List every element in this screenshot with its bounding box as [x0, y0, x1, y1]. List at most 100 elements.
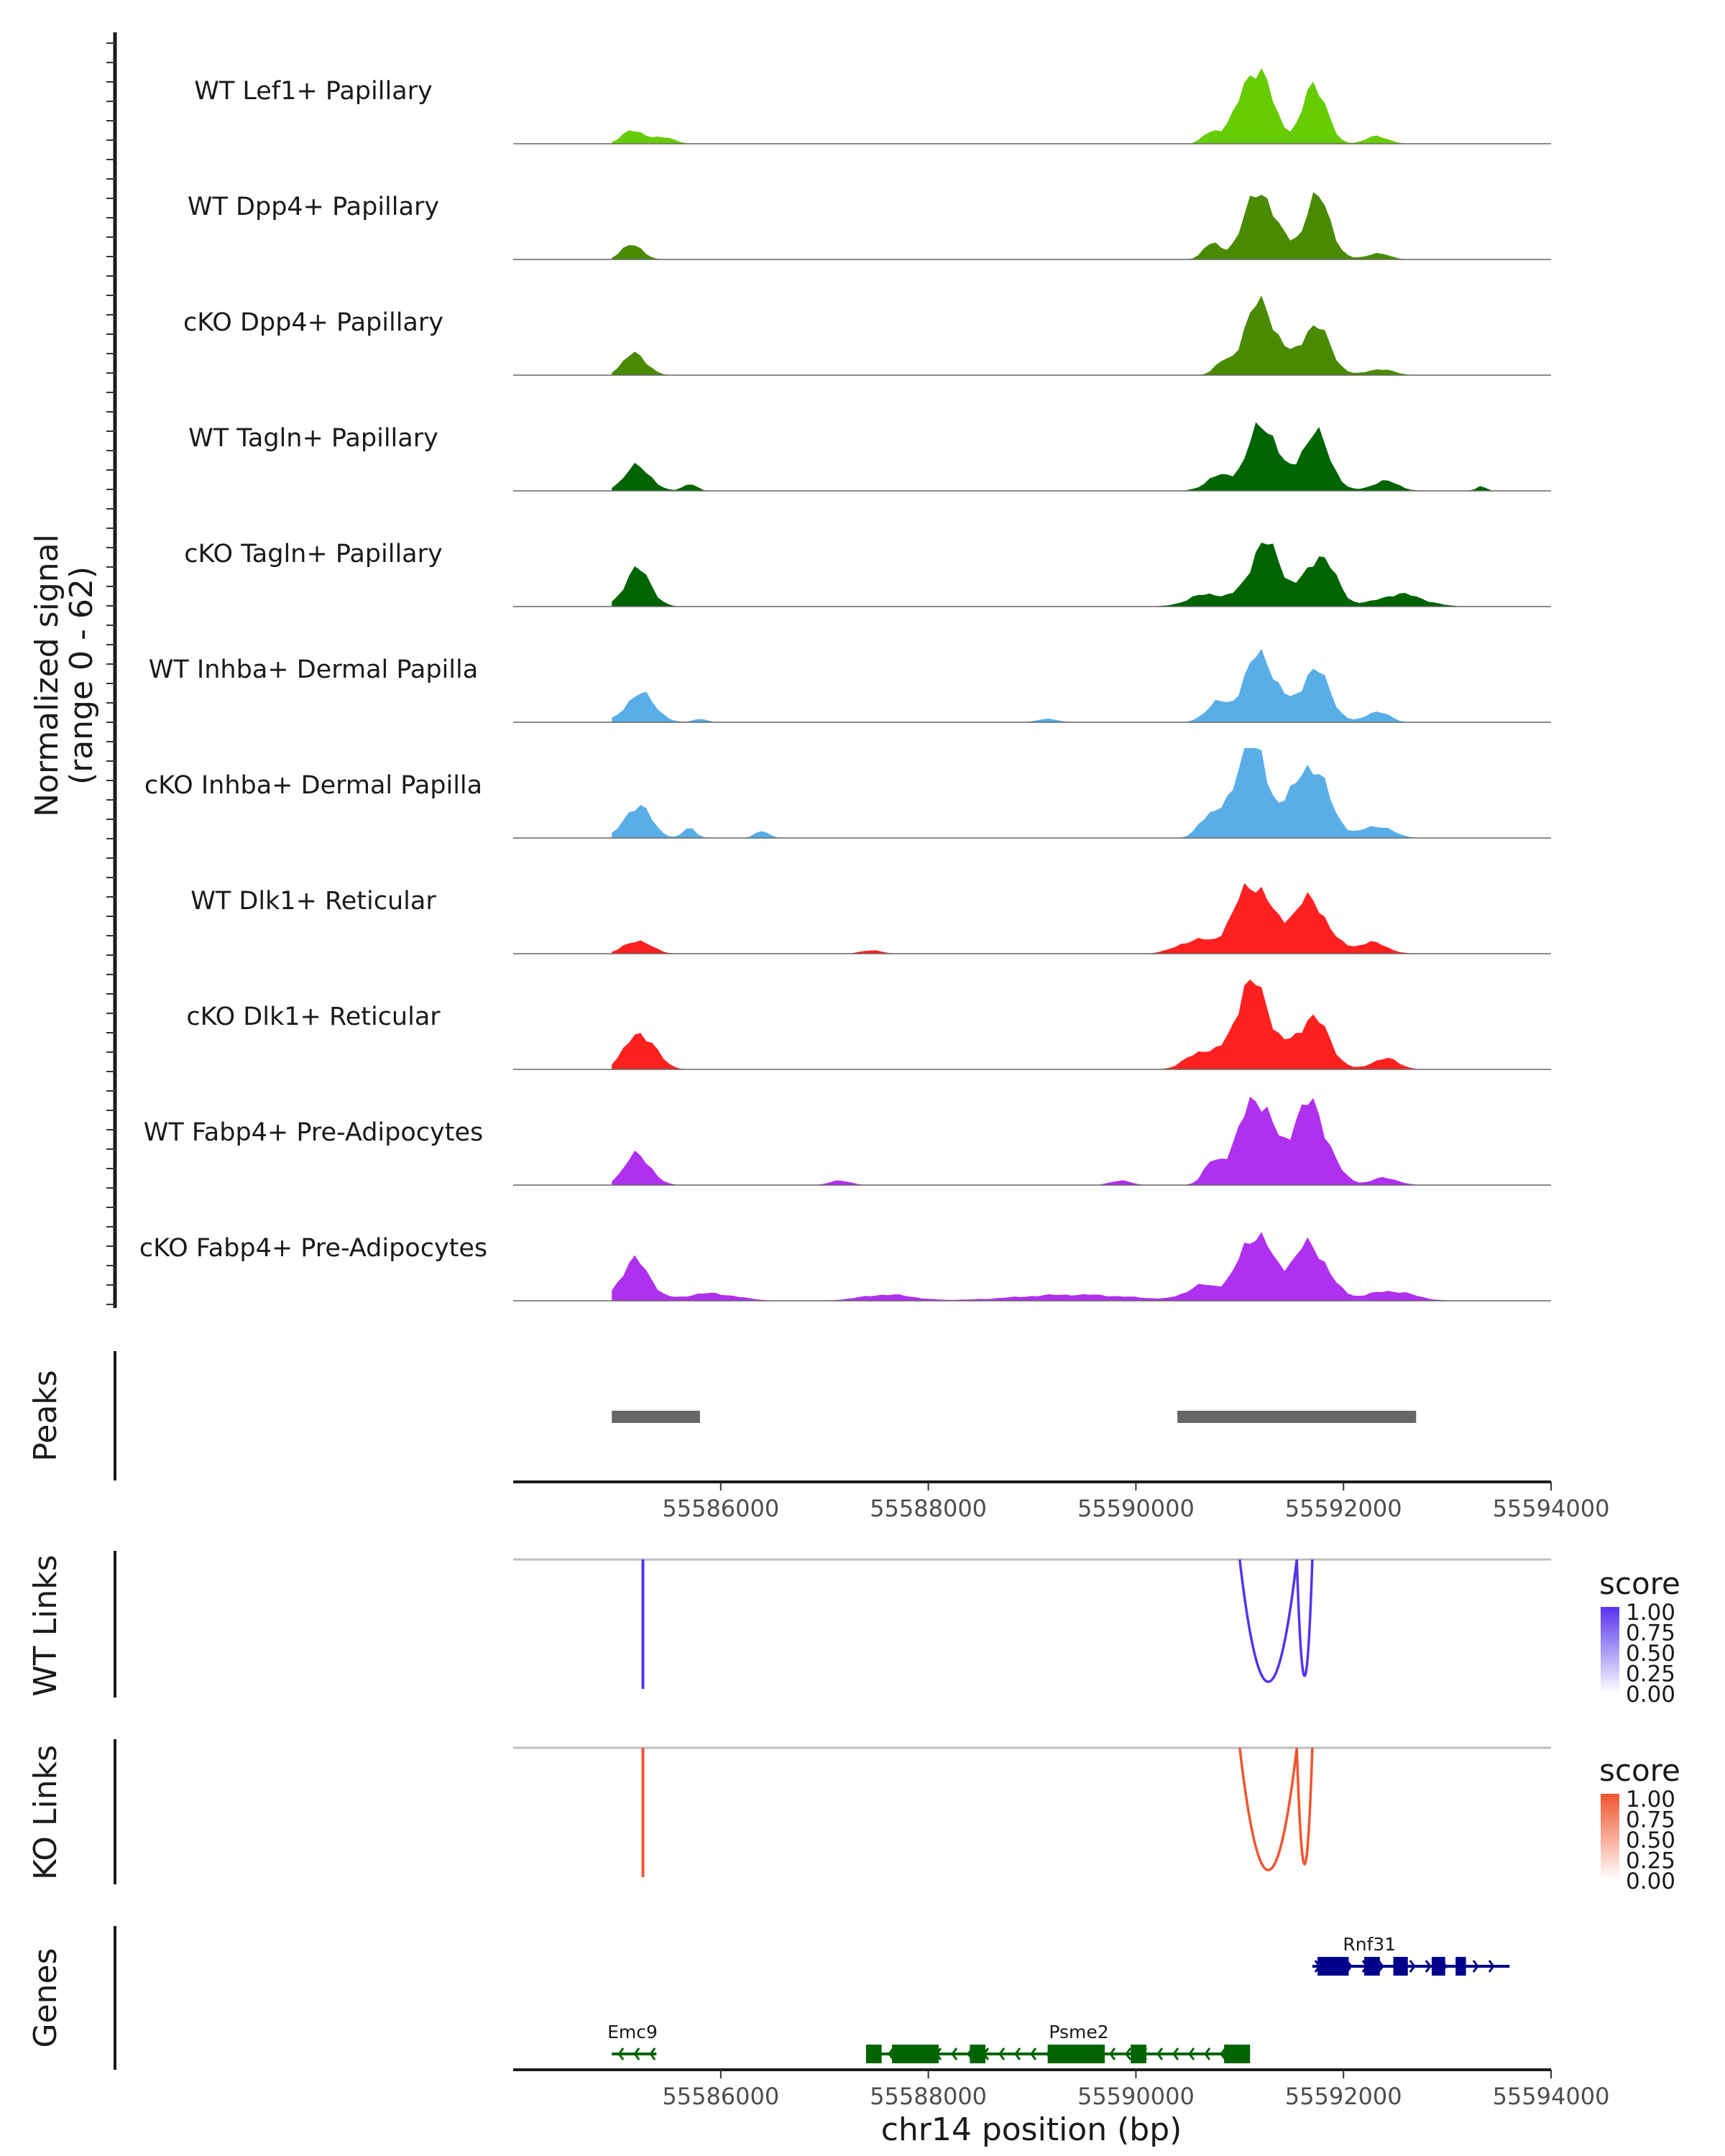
link-arc — [1238, 1559, 1298, 1683]
legend-tick-label: 0.00 — [1626, 1682, 1675, 1708]
x-tick-label: 55590000 — [1077, 1495, 1195, 1522]
x-tick-label: 55592000 — [1285, 1495, 1402, 1522]
strand-arrow — [1204, 2047, 1211, 2060]
strand-arrow — [1188, 2047, 1195, 2060]
track-label: cKO Dpp4+ Papillary — [183, 308, 443, 337]
link-arcs — [513, 1558, 1551, 1877]
coverage-y-label-range: (range 0 - 62) — [63, 566, 100, 785]
track-label: WT Inhba+ Dermal Papilla — [149, 655, 478, 684]
strand-arrow — [951, 2047, 958, 2060]
legend-tick-label: 0.75 — [1626, 1807, 1675, 1833]
strand-arrow — [617, 2047, 625, 2060]
ko-links-track-label: KO Links — [27, 1745, 64, 1880]
signal-area — [612, 543, 1499, 607]
genes-track-label: Genes — [27, 1948, 64, 2047]
strand-arrow — [1109, 2047, 1116, 2060]
signal-area — [612, 295, 1499, 375]
x-tick-label: 55586000 — [662, 1495, 779, 1522]
x-tick-label: 55586000 — [662, 2083, 779, 2110]
track-label: cKO Fabp4+ Pre-Adipocytes — [139, 1234, 487, 1263]
strand-arrow — [998, 2047, 1006, 2060]
gene-exon — [1364, 1957, 1380, 1976]
signal-area — [612, 883, 1499, 954]
track-label: cKO Dlk1+ Reticular — [186, 1003, 441, 1031]
coverage-tracks: WT Lef1+ Papillary WT Dpp4+ Papillary cKO … — [139, 68, 1551, 1302]
track-label: WT Tagln+ Papillary — [188, 424, 438, 453]
legend-tick-label: 1.00 — [1626, 1600, 1675, 1626]
strand-arrow — [1030, 2047, 1037, 2060]
gene-label: Rnf31 — [1343, 1934, 1396, 1955]
gene-exon — [970, 2045, 986, 2063]
strand-arrow — [1014, 2047, 1021, 2060]
gene-exon — [1393, 1957, 1408, 1976]
track-label: WT Lef1+ Papillary — [194, 77, 433, 106]
gene-exon — [1224, 2045, 1251, 2063]
legend-title: score — [1599, 1753, 1680, 1788]
track-label: WT Dpp4+ Papillary — [188, 193, 439, 221]
links-section: WT Links KO Links score1.000.750.500.250… — [27, 1551, 1680, 1894]
peaks-section: Peaks 55586000 55588000 55590000 55592000 55… — [27, 1351, 1609, 1522]
link-arc — [1295, 1559, 1314, 1677]
signal-area — [612, 648, 1499, 722]
legend-tick-label: 0.25 — [1626, 1662, 1675, 1687]
strand-arrow — [1409, 1960, 1416, 1973]
signal-area — [612, 1232, 1499, 1301]
gene-exon — [1431, 1957, 1445, 1976]
legend-tick-label: 1.00 — [1626, 1787, 1675, 1812]
legend-tick-label: 0.25 — [1626, 1848, 1675, 1874]
signal-area — [612, 1097, 1499, 1185]
peak-region — [612, 1411, 700, 1423]
signal-area — [612, 192, 1499, 259]
x-tick-label: 55594000 — [1493, 1495, 1610, 1522]
strand-arrow — [649, 2047, 656, 2060]
strand-arrow — [1488, 1960, 1495, 1973]
legend-tick-label: 0.50 — [1626, 1828, 1675, 1853]
x-tick-label: 55588000 — [870, 1495, 987, 1522]
strand-arrow — [1220, 2047, 1227, 2060]
legend-title: score — [1599, 1566, 1680, 1601]
coverage-section: Normalized signal (range 0 - 62) WT Lef1… — [29, 32, 1551, 1308]
track-label: cKO Inhba+ Dermal Papilla — [144, 771, 482, 800]
gene-models: Rnf31 Emc9 Psme2 — [607, 1934, 1510, 2063]
legend-tick-label: 0.50 — [1626, 1641, 1675, 1667]
strand-arrow — [633, 2047, 640, 2060]
strand-arrow — [1156, 2047, 1164, 2060]
signal-area — [612, 980, 1499, 1069]
legend-colorbar — [1601, 1794, 1619, 1880]
wt-links-track-label: WT Links — [27, 1554, 64, 1696]
legend-tick-label: 0.00 — [1626, 1869, 1675, 1894]
track-label: WT Fabp4+ Pre-Adipocytes — [144, 1118, 483, 1147]
gene-exon — [865, 2045, 882, 2063]
legend-colorbar — [1601, 1607, 1619, 1693]
strand-arrow — [1472, 1960, 1479, 1973]
peak-regions — [612, 1411, 1417, 1423]
peaks-track-label: Peaks — [27, 1370, 64, 1461]
strand-arrow — [1125, 2047, 1132, 2060]
x-tick-label: 55588000 — [870, 2083, 987, 2110]
x-axis-title: chr14 position (bp) — [881, 2111, 1182, 2148]
gene-exon — [892, 2045, 939, 2063]
strand-arrow — [1172, 2047, 1179, 2060]
strand-arrow — [1425, 1960, 1432, 1973]
coverage-y-label: Normalized signal — [29, 534, 65, 817]
track-label: WT Dlk1+ Reticular — [190, 887, 436, 916]
strand-arrow — [888, 2047, 895, 2060]
x-tick-label: 55590000 — [1077, 2083, 1195, 2110]
x-axis-bottom: 55586000 55588000 55590000 55592000 55594000 — [513, 2068, 1610, 2110]
peak-region — [1177, 1411, 1417, 1423]
signal-area — [612, 748, 1499, 838]
gene-exon — [1455, 1957, 1466, 1976]
gene-exon — [1131, 2045, 1146, 2063]
score-legends: score1.000.750.500.250.00score1.000.750.… — [1599, 1566, 1680, 1894]
track-label: cKO Tagln+ Papillary — [184, 540, 443, 568]
gene-exon — [1047, 2045, 1105, 2063]
legend-tick-label: 0.75 — [1626, 1621, 1675, 1646]
gene-label: Emc9 — [607, 2022, 658, 2042]
strand-arrow — [1377, 1960, 1384, 1973]
x-tick-label: 55594000 — [1493, 2083, 1610, 2110]
coverage-y-ticks — [106, 42, 115, 1305]
link-arc — [1238, 1747, 1298, 1871]
link-arc — [1295, 1747, 1314, 1866]
